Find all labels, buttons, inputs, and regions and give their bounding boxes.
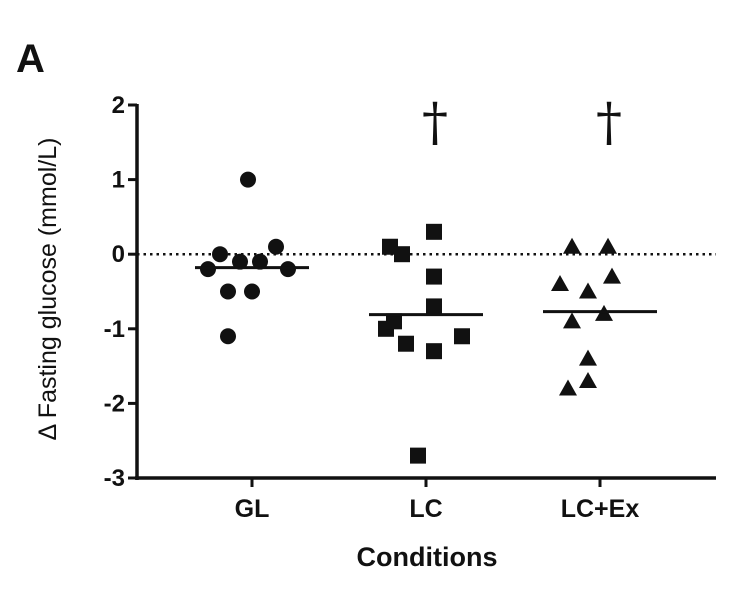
data-point-square [410, 447, 426, 464]
data-point-square [398, 335, 414, 352]
axes: 2 1 0 -1 -2 -3 GL LC LC+Ex [104, 92, 716, 523]
significance-dagger: † [596, 93, 622, 153]
data-point-square [426, 223, 442, 240]
y-tick-label: -3 [104, 465, 125, 492]
data-point-triangle [579, 349, 597, 366]
y-tick-label: -2 [104, 390, 125, 417]
panel-label: A [16, 37, 45, 81]
data-point-triangle [603, 267, 621, 284]
data-point-circle [268, 238, 284, 255]
data-point-circle [252, 253, 268, 270]
x-axis-title: Conditions [357, 542, 498, 572]
y-tick-label: -1 [104, 316, 125, 343]
x-tick-label: GL [235, 495, 270, 523]
data-point-square [426, 343, 442, 360]
data-point-triangle [599, 237, 617, 254]
data-point-circle [212, 246, 228, 263]
data-point-triangle [579, 372, 597, 389]
data-point-circle [220, 283, 236, 300]
data-point-square [454, 328, 470, 345]
significance-dagger: † [422, 93, 448, 153]
data-point-square [426, 268, 442, 285]
data-point-square [386, 313, 402, 330]
data-point-square [394, 246, 410, 263]
data-point-triangle [563, 312, 581, 329]
y-axis-title: Δ Fasting glucose (mmol/L) [34, 138, 62, 441]
data-point-square [426, 298, 442, 315]
data-point-triangle [551, 275, 569, 292]
data-point-triangle [559, 379, 577, 396]
y-tick-label: 0 [112, 241, 125, 268]
data-point-circle [240, 171, 256, 188]
x-tick-label: LC [409, 495, 442, 523]
data-point-circle [220, 328, 236, 345]
data-point-triangle [563, 237, 581, 254]
data-point-triangle [579, 282, 597, 299]
y-tick-label: 2 [112, 92, 125, 119]
x-tick-label: LC+Ex [561, 495, 640, 523]
y-tick-label: 1 [112, 167, 125, 194]
data-marks: † † [195, 93, 657, 464]
data-point-circle [244, 283, 260, 300]
data-point-circle [232, 253, 248, 270]
